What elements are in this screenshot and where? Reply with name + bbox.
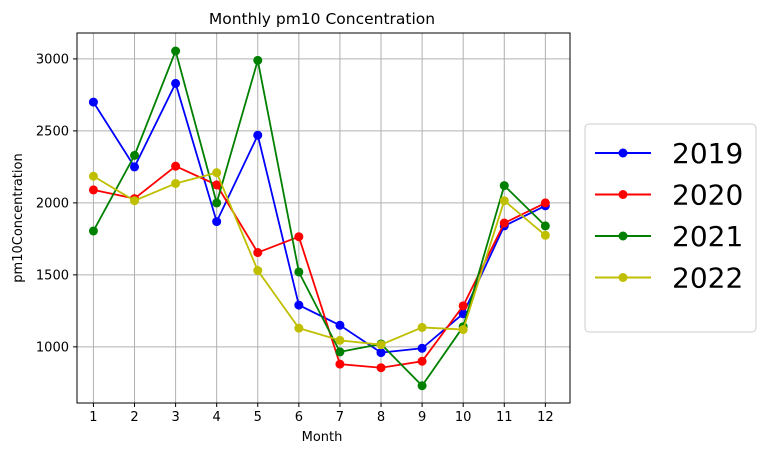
series-line	[93, 165, 546, 369]
data-point	[417, 343, 427, 353]
legend-item-2022: 2022	[595, 262, 743, 295]
data-point	[417, 322, 427, 332]
data-point	[499, 181, 509, 191]
data-point	[499, 218, 509, 228]
y-axis: 1000 1500 2000 2500 3000	[36, 52, 77, 355]
x-tick-label: 12	[537, 410, 554, 425]
x-tick-label: 10	[455, 410, 472, 425]
data-point	[294, 232, 304, 242]
y-axis-label: pm10Concentration	[11, 153, 26, 282]
series-2019	[88, 78, 550, 358]
legend-label: 2022	[672, 262, 743, 295]
legend-swatch-marker	[618, 231, 628, 241]
y-tick-label: 1000	[36, 340, 69, 355]
data-point	[171, 78, 181, 88]
series-2021	[88, 46, 550, 391]
legend-label: 2021	[672, 220, 743, 253]
series-2022	[88, 168, 550, 350]
data-point	[212, 217, 222, 227]
x-tick-label: 1	[89, 410, 97, 425]
data-point	[458, 325, 468, 335]
x-tick-label: 3	[171, 410, 179, 425]
data-point	[540, 221, 550, 231]
y-tick-label: 1500	[36, 268, 69, 283]
legend-label: 2020	[672, 179, 743, 212]
data-point	[171, 46, 181, 56]
y-tick-label: 3000	[36, 52, 69, 67]
grid	[77, 33, 570, 403]
data-point	[212, 168, 222, 178]
data-point	[294, 323, 304, 333]
x-tick-label: 8	[377, 410, 385, 425]
legend-swatch-marker	[618, 273, 628, 282]
legend-item-2019: 2019	[595, 137, 743, 170]
x-tick-label: 7	[336, 410, 344, 425]
data-point	[88, 226, 98, 236]
data-point	[88, 97, 98, 107]
data-point	[130, 150, 140, 160]
data-point	[376, 340, 386, 350]
data-point	[130, 162, 140, 172]
data-point	[335, 347, 345, 357]
data-point	[540, 230, 550, 240]
series-line	[92, 80, 546, 354]
x-tick-label: 6	[295, 410, 303, 425]
data-point	[88, 185, 98, 195]
x-tick-label: 9	[418, 410, 426, 425]
data-point	[171, 161, 181, 171]
chart-title: Monthly pm10 Concentration	[209, 10, 435, 28]
data-point	[294, 267, 304, 277]
y-tick-label: 2000	[36, 196, 69, 211]
data-point	[540, 198, 550, 208]
series-layer	[88, 46, 550, 391]
x-tick-label: 5	[254, 410, 262, 425]
data-point	[212, 198, 222, 208]
data-point	[253, 266, 263, 276]
data-point	[499, 196, 509, 206]
x-axis-label: Month	[302, 430, 343, 445]
data-point	[417, 356, 427, 366]
data-point	[294, 300, 304, 310]
data-point	[171, 178, 181, 188]
data-point	[376, 363, 386, 373]
data-point	[253, 248, 263, 258]
x-tick-label: 4	[213, 410, 221, 425]
data-point	[130, 196, 140, 206]
legend-frame	[584, 123, 757, 333]
series-2020	[88, 161, 550, 373]
legend-item-2020: 2020	[595, 179, 743, 212]
plot-frame	[76, 32, 571, 404]
data-point	[376, 348, 386, 358]
data-point	[335, 335, 345, 345]
x-tick-label: 2	[130, 410, 138, 425]
data-point	[253, 130, 263, 140]
data-point	[212, 180, 222, 190]
series-line	[92, 48, 546, 388]
legend-item-2021: 2021	[595, 220, 743, 253]
legend: 2019 2020 2021 2022	[584, 123, 757, 333]
series-line	[92, 171, 546, 346]
data-point	[417, 381, 427, 391]
data-point	[88, 171, 98, 181]
x-axis: 1 2 3 4 5 6 7 8 9 10 11 12	[89, 403, 554, 425]
data-point	[253, 55, 263, 65]
data-point	[458, 301, 468, 311]
data-point	[335, 359, 345, 369]
data-point	[335, 320, 345, 330]
y-tick-label: 2500	[36, 124, 69, 139]
legend-swatch-marker	[618, 148, 628, 158]
legend-swatch-marker	[618, 190, 628, 199]
x-tick-label: 11	[496, 410, 513, 425]
legend-label: 2019	[672, 137, 743, 170]
